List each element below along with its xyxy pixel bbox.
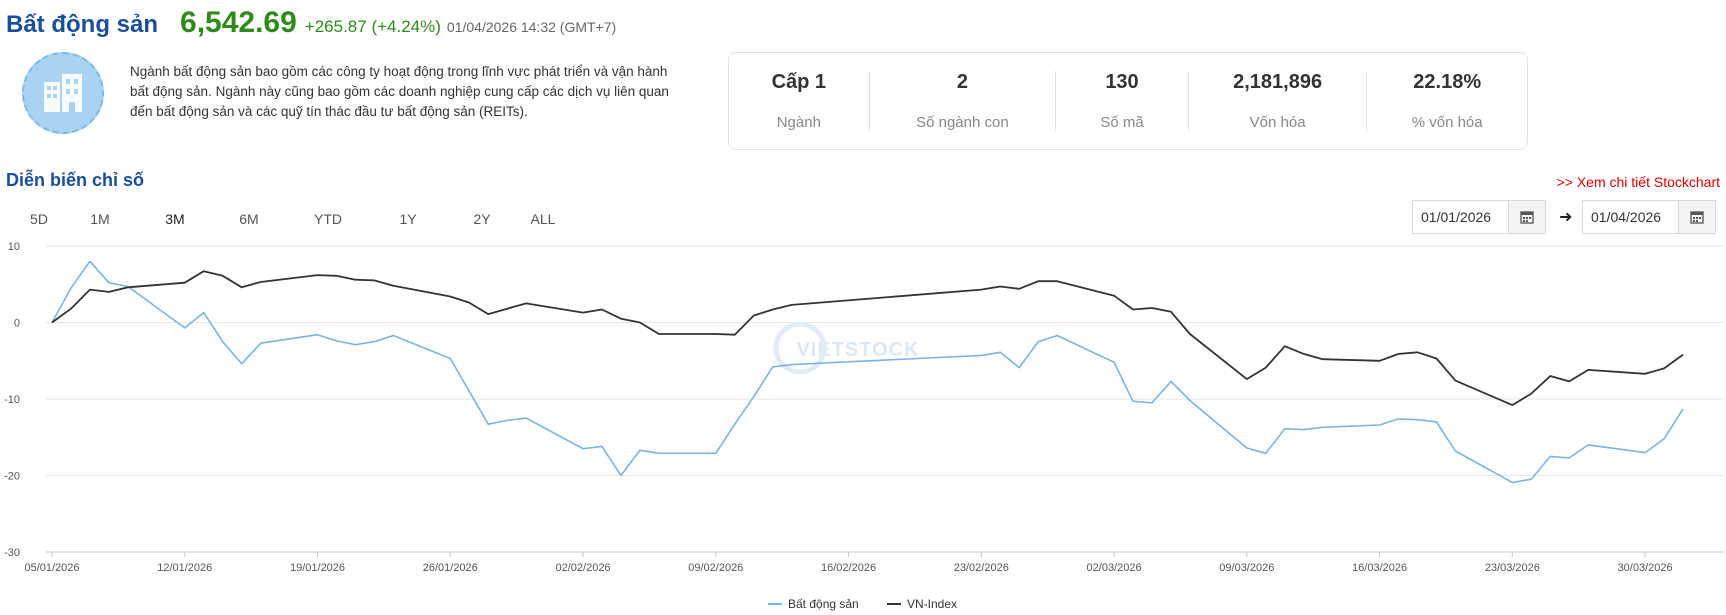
range-tab-all[interactable]: ALL (530, 211, 556, 227)
date-from-input[interactable]: 01/01/2026 (1421, 209, 1492, 225)
series-line (51, 270, 1684, 406)
y-tick-label: -30 (4, 547, 20, 559)
x-tick-label: 16/03/2026 (1352, 562, 1407, 574)
stat-label: Số mã (1100, 114, 1144, 131)
index-price: 6,542.69 (180, 6, 297, 39)
range-tabs: 5D 1M 3M 6M YTD 1Y 2Y ALL (16, 211, 568, 227)
stat-value: 2 (956, 71, 968, 93)
stat-market-cap-pct: 22.18% % vốn hóa (1367, 71, 1527, 131)
timestamp: 01/04/2026 14:32 (GMT+7) (446, 19, 617, 35)
range-tab-1y[interactable]: 1Y (399, 211, 417, 227)
watermark-text: VIETSTOCK (796, 339, 919, 361)
y-tick-label: 0 (14, 318, 20, 330)
page-title: Bất động sản (6, 11, 159, 38)
arrow-right-icon: ➜ (1559, 209, 1573, 226)
watermark-logo-icon (773, 321, 827, 375)
stat-label: Số ngành con (916, 114, 1009, 131)
range-tab-2y[interactable]: 2Y (473, 211, 491, 227)
stat-subsectors: 2 Số ngành con (870, 71, 1057, 131)
y-tick-label: -10 (4, 394, 20, 406)
legend-label: Bất động sản (788, 597, 859, 611)
x-tick-label: 16/02/2026 (821, 562, 876, 574)
x-tick-label: 23/03/2026 (1485, 562, 1540, 574)
stat-level: Cấp 1 Ngành (729, 71, 870, 131)
range-tab-1m[interactable]: 1M (90, 211, 110, 227)
stat-tickers: 130 Số mã (1056, 71, 1189, 131)
stat-label: Ngành (776, 114, 821, 131)
x-tick-label: 02/03/2026 (1087, 562, 1142, 574)
index-chart: 10 0 -10 -20 -30 05/01/2026 12/01/2026 19/01/20… (4, 241, 1724, 611)
sector-logo (22, 52, 104, 134)
date-to-picker[interactable]: 01/04/2026 (1582, 200, 1716, 234)
sector-description: Ngành bất động sản bao gồm các công ty h… (130, 64, 669, 119)
range-tab-3m[interactable]: 3M (165, 211, 185, 227)
stat-market-cap: 2,181,896 Vốn hóa (1189, 71, 1368, 131)
stat-value: Cấp 1 (771, 71, 827, 93)
stat-value: 22.18% (1413, 71, 1482, 93)
section-title: Diễn biến chỉ số (6, 170, 145, 190)
legend-label: VN-Index (907, 597, 957, 611)
date-to-input[interactable]: 01/04/2026 (1591, 209, 1662, 225)
date-from-picker[interactable]: 01/01/2026 (1412, 200, 1546, 234)
price-change: +265.87 (+4.24%) (304, 17, 441, 36)
x-tick-label: 12/01/2026 (157, 562, 212, 574)
x-tick-label: 23/02/2026 (954, 562, 1009, 574)
building-icon (44, 74, 82, 112)
range-tab-ytd[interactable]: YTD (314, 211, 342, 227)
y-tick-label: -20 (4, 471, 20, 483)
stat-label: % vốn hóa (1411, 114, 1483, 131)
x-tick-label: 19/01/2026 (290, 562, 345, 574)
calendar-icon[interactable] (1508, 201, 1545, 233)
series-line (51, 260, 1684, 484)
x-tick-label: 05/01/2026 (24, 562, 79, 574)
stat-value: 130 (1105, 71, 1139, 93)
x-tick-label: 09/02/2026 (688, 562, 743, 574)
range-tab-6m[interactable]: 6M (239, 211, 259, 227)
stat-label: Vốn hóa (1249, 114, 1306, 131)
x-tick-label: 30/03/2026 (1618, 562, 1673, 574)
x-tick-label: 09/03/2026 (1219, 562, 1274, 574)
range-tab-5d[interactable]: 5D (30, 211, 48, 227)
y-tick-label: 10 (8, 241, 20, 253)
stat-value: 2,181,896 (1233, 71, 1323, 93)
x-tick-label: 02/02/2026 (556, 562, 611, 574)
header: Bất động sản 6,542.69 +265.87 (+4.24%) 0… (6, 6, 616, 42)
stockchart-link[interactable]: >> Xem chi tiết Stockchart (1556, 174, 1720, 190)
x-tick-label: 26/01/2026 (423, 562, 478, 574)
stats-panel: Cấp 1 Ngành 2 Số ngành con 130 Số mã 2,1… (728, 52, 1528, 150)
calendar-icon[interactable] (1678, 201, 1715, 233)
